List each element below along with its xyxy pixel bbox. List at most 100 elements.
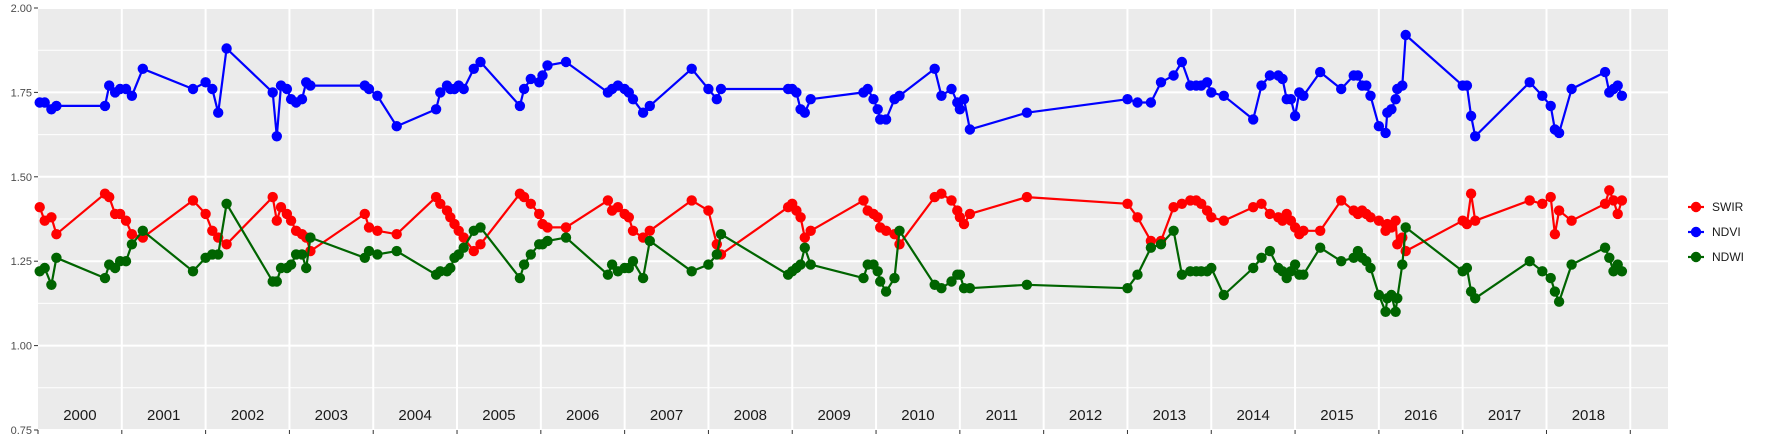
data-point (1298, 225, 1309, 236)
data-point (703, 83, 714, 95)
data-point (542, 235, 553, 247)
data-point (805, 259, 816, 270)
data-point (1168, 202, 1179, 213)
data-point (51, 229, 62, 240)
data-point (1524, 77, 1535, 88)
data-point (627, 94, 639, 105)
data-point (1206, 212, 1217, 223)
data-point (880, 225, 892, 236)
data-point (126, 239, 138, 250)
legend-key-dot (1690, 226, 1702, 238)
data-point (285, 215, 297, 226)
data-point (1264, 208, 1276, 220)
data-point (525, 73, 536, 85)
data-point (936, 188, 947, 199)
data-point (868, 94, 879, 105)
data-point (391, 229, 402, 240)
data-point (99, 100, 111, 112)
data-point (301, 262, 312, 274)
data-point (627, 225, 639, 236)
data-point (435, 198, 446, 209)
data-point (267, 87, 278, 98)
data-point (872, 266, 883, 277)
data-point (627, 256, 639, 267)
data-point (644, 100, 655, 112)
data-point (305, 80, 316, 91)
data-point (1549, 286, 1561, 297)
year-label: 2013 (1153, 407, 1186, 424)
data-point (1336, 83, 1347, 95)
data-point (686, 195, 697, 206)
data-point (475, 222, 486, 233)
data-point (1218, 215, 1230, 226)
data-point (363, 222, 375, 233)
data-point (1604, 185, 1615, 196)
data-point (1604, 252, 1615, 263)
data-point (894, 225, 905, 236)
data-point (1315, 225, 1326, 236)
data-point (1599, 66, 1611, 78)
data-point (929, 63, 940, 74)
year-label: 2001 (147, 407, 180, 424)
year-label: 2007 (650, 407, 683, 424)
series-ndvi (34, 29, 1628, 142)
data-point (34, 202, 45, 213)
data-point (686, 63, 697, 74)
data-point (1553, 296, 1565, 307)
data-point (475, 239, 486, 250)
data-point (120, 256, 132, 267)
year-label: 2009 (817, 407, 850, 424)
year-label: 2002 (231, 407, 264, 424)
data-point (602, 269, 614, 280)
data-point (1470, 293, 1481, 304)
data-point (126, 90, 138, 102)
data-point (1365, 90, 1376, 102)
data-point (1132, 212, 1143, 223)
data-point (1289, 110, 1301, 122)
data-point (1248, 202, 1259, 213)
data-point (1285, 94, 1297, 105)
data-point (275, 202, 287, 213)
data-point (958, 94, 970, 105)
year-label: 2018 (1572, 407, 1605, 424)
data-point (1400, 222, 1411, 233)
year-label: 2015 (1320, 407, 1353, 424)
data-point (1122, 94, 1133, 105)
data-point (213, 107, 224, 118)
data-point (1289, 259, 1301, 270)
data-point (1145, 97, 1157, 108)
legend: SWIR NDVI NDWI (1688, 200, 1744, 264)
data-point (1537, 266, 1548, 277)
data-point (1277, 73, 1288, 85)
year-label: 2016 (1404, 407, 1437, 424)
data-point (889, 272, 900, 284)
data-point (637, 107, 649, 118)
data-point (1553, 127, 1565, 139)
data-point (1264, 70, 1276, 81)
data-point (686, 266, 697, 277)
data-point (296, 94, 308, 105)
data-point (114, 208, 126, 220)
data-point (1168, 225, 1179, 236)
data-point (137, 63, 148, 74)
data-point (958, 218, 970, 230)
legend-key-dot (1690, 251, 1702, 263)
data-point (1616, 195, 1628, 206)
data-point (1336, 256, 1347, 267)
data-point (880, 286, 892, 297)
data-point (1248, 114, 1259, 125)
data-point (954, 269, 966, 280)
data-point (296, 249, 308, 260)
data-point (1373, 121, 1385, 132)
data-point (964, 124, 976, 135)
data-point (1397, 80, 1408, 91)
data-point (703, 205, 714, 216)
data-point (46, 279, 57, 290)
data-point (936, 90, 947, 102)
data-point (1168, 70, 1179, 81)
year-label: 2000 (63, 407, 96, 424)
data-point (1315, 242, 1326, 253)
data-point (1365, 262, 1376, 274)
data-point (1145, 242, 1157, 253)
